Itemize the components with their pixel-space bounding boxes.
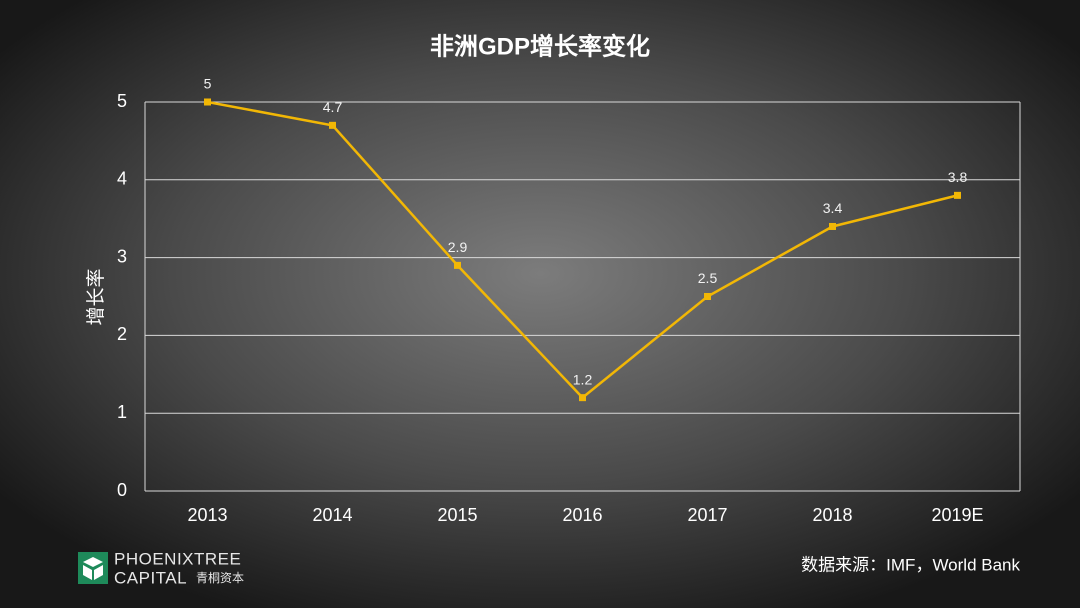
logo-icon-shape <box>83 565 103 580</box>
data-label: 2.9 <box>448 239 468 255</box>
data-point <box>704 293 711 300</box>
x-tick-label: 2015 <box>437 505 477 525</box>
data-point <box>454 261 461 269</box>
logo-text: CAPITAL <box>114 568 187 587</box>
data-label: 2.5 <box>698 270 718 286</box>
data-point <box>579 394 586 402</box>
chart-title: 非洲GDP增长率变化 <box>430 32 650 60</box>
x-tick-label: 2019E <box>931 505 983 525</box>
logo-text: PHOENIXTREE <box>114 549 241 568</box>
x-tick-label: 2018 <box>812 505 852 525</box>
logo-icon-shape <box>83 557 103 567</box>
x-tick-label: 2014 <box>312 505 352 525</box>
data-point <box>829 222 836 230</box>
data-label: 3.8 <box>948 169 968 185</box>
y-tick-label: 0 <box>117 480 127 500</box>
data-point <box>204 98 211 106</box>
y-tick-label: 4 <box>117 169 127 189</box>
y-tick-label: 1 <box>117 402 127 422</box>
data-label: 5 <box>204 76 212 92</box>
logo-icon <box>78 552 108 584</box>
data-point <box>329 121 336 129</box>
x-tick-label: 2017 <box>687 505 727 525</box>
data-label: 3.4 <box>823 200 843 216</box>
source-note: 数据来源：IMF，World Bank <box>801 555 1020 574</box>
y-tick-label: 5 <box>117 91 127 111</box>
y-tick-label: 2 <box>117 324 127 344</box>
data-point <box>954 191 961 199</box>
logo-text-cn: 青桐资本 <box>196 571 244 585</box>
x-tick-label: 2016 <box>562 505 602 525</box>
y-axis-label: 增长率 <box>85 268 107 325</box>
data-label: 4.7 <box>323 99 343 115</box>
x-tick-label: 2013 <box>187 505 227 525</box>
logo: PHOENIXTREE CAPITAL 青桐资本 <box>78 549 244 587</box>
data-label: 1.2 <box>573 371 593 387</box>
y-tick-label: 3 <box>117 246 127 266</box>
